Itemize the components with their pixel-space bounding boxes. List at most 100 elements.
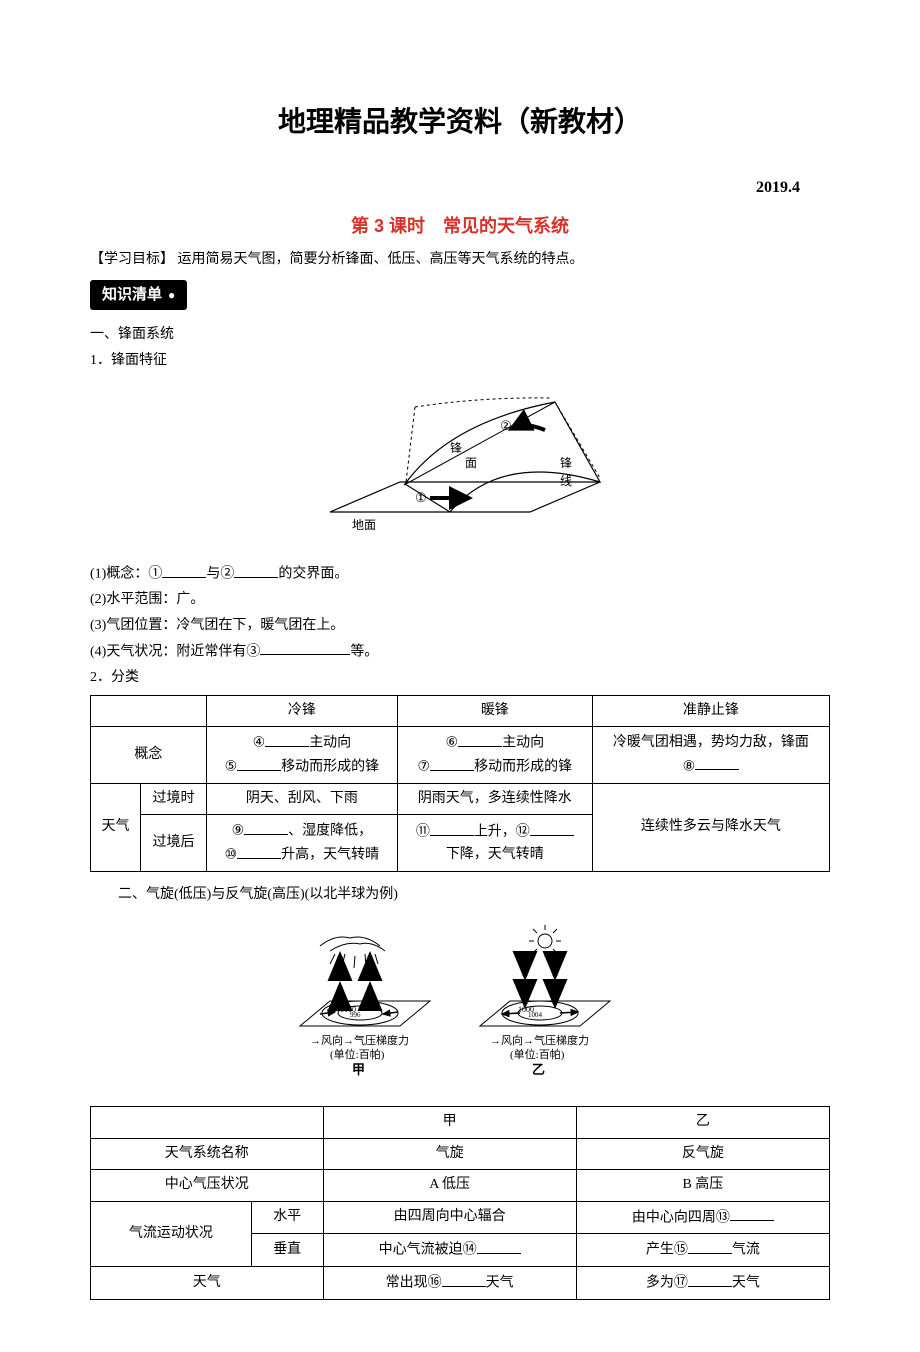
table-row: 冷锋 暖锋 准静止锋 bbox=[91, 696, 830, 727]
table-row: 中心气压状况 A 低压 B 高压 bbox=[91, 1170, 830, 1201]
row-after-label: 过境后 bbox=[141, 815, 207, 872]
row-vert-label: 垂直 bbox=[251, 1234, 323, 1267]
t: 主动向 bbox=[309, 736, 351, 751]
t: 多为⑰ bbox=[646, 1276, 688, 1291]
row-weather-label: 天气 bbox=[91, 1267, 324, 1300]
svg-text:(单位:百帕): (单位:百帕) bbox=[510, 1047, 565, 1061]
col-yi: 乙 bbox=[576, 1107, 829, 1138]
cell-warm-after: ⑪ 上升，⑫ 下降，天气转晴 bbox=[397, 815, 592, 872]
lesson-title: 第 3 课时 常见的天气系统 bbox=[90, 212, 830, 241]
blank bbox=[244, 819, 288, 834]
blank bbox=[265, 731, 309, 746]
cell-cold-after: ⑨、湿度降低， ⑩升高，天气转晴 bbox=[206, 815, 397, 872]
blank-2 bbox=[234, 562, 278, 577]
cell: B 高压 bbox=[576, 1170, 829, 1201]
table-row: 气流运动状况 水平 由四周向中心辐合 由中心向四周⑬ bbox=[91, 1201, 830, 1234]
svg-text:锋: 锋 bbox=[560, 456, 572, 470]
jia-panel: 1000 996 →风向→气压梯度力 (单位:百帕) 甲 bbox=[300, 937, 430, 1077]
objective-line: 【学习目标】 运用简易天气图，简要分析锋面、低压、高压等天气系统的特点。 bbox=[90, 249, 830, 271]
t: 由中心向四周⑬ bbox=[632, 1210, 730, 1225]
cell-warm-pass: 阴雨天气，多连续性降水 bbox=[397, 784, 592, 815]
cell: 由中心向四周⑬ bbox=[576, 1201, 829, 1234]
svg-text:→风向→气压梯度力: →风向→气压梯度力 bbox=[490, 1033, 589, 1047]
t: 主动向 bbox=[502, 736, 544, 751]
t: 移动而形成的锋 bbox=[281, 760, 379, 775]
circ4: ④ bbox=[253, 736, 266, 751]
front-diagram: 地面 锋 面 锋 线 ① ② bbox=[90, 382, 830, 552]
blank-3 bbox=[260, 640, 350, 655]
row-concept-label: 概念 bbox=[91, 727, 207, 784]
blank bbox=[237, 843, 281, 858]
date-line: 2019.4 bbox=[90, 175, 830, 201]
svg-text:①: ① bbox=[415, 490, 427, 505]
front-types-table: 冷锋 暖锋 准静止锋 概念 ④ 主动向 ⑤ 移动而形成的锋 ⑥ 主动向 ⑦ 移动而形成的… bbox=[90, 695, 830, 872]
blank bbox=[477, 1238, 521, 1253]
t: 冷暖气团相遇，势均力敌，锋面 bbox=[613, 735, 809, 750]
table-row: 概念 ④ 主动向 ⑤ 移动而形成的锋 ⑥ 主动向 ⑦ 移动而形成的锋 冷暖气团相遇，势均… bbox=[91, 727, 830, 784]
t: 上升，⑫ bbox=[474, 825, 530, 840]
blank bbox=[458, 731, 502, 746]
t: 常出现⑯ bbox=[386, 1276, 442, 1291]
blank bbox=[688, 1238, 732, 1253]
cell-cold-pass: 阴天、刮风、下雨 bbox=[206, 784, 397, 815]
l4a: (4)天气状况：附近常伴有③ bbox=[90, 644, 260, 659]
circ7: ⑦ bbox=[418, 760, 431, 775]
col-stationary: 准静止锋 bbox=[592, 696, 829, 727]
svg-text:线: 线 bbox=[560, 474, 572, 488]
t: 、湿度降低， bbox=[288, 824, 372, 839]
cell: A 低压 bbox=[323, 1170, 576, 1201]
t: 天气 bbox=[486, 1276, 514, 1291]
svg-text:锋: 锋 bbox=[450, 441, 462, 455]
concept-line-3: (3)气团位置：冷气团在下，暖气团在上。 bbox=[90, 615, 830, 637]
cell: 气旋 bbox=[323, 1138, 576, 1169]
t: 移动而形成的锋 bbox=[474, 760, 572, 775]
l1c: 的交界面。 bbox=[278, 567, 348, 582]
concept-line-4: (4)天气状况：附近常伴有③ 等。 bbox=[90, 640, 830, 664]
circ11: ⑪ bbox=[416, 825, 430, 840]
blank bbox=[695, 755, 739, 770]
circ8: ⑧ bbox=[683, 759, 696, 774]
section2-heading: 二、气旋(低压)与反气旋(高压)(以北半球为例) bbox=[90, 884, 830, 906]
objective-text: 运用简易天气图，简要分析锋面、低压、高压等天气系统的特点。 bbox=[178, 252, 584, 267]
cell: 反气旋 bbox=[576, 1138, 829, 1169]
svg-text:甲: 甲 bbox=[352, 1062, 365, 1077]
l1a: (1)概念：① bbox=[90, 567, 162, 582]
weather-group-label: 天气 bbox=[91, 784, 141, 872]
svg-text:1004: 1004 bbox=[528, 1011, 543, 1019]
circ6: ⑥ bbox=[446, 736, 459, 751]
svg-text:(单位:百帕): (单位:百帕) bbox=[330, 1047, 385, 1061]
blank bbox=[237, 755, 281, 770]
l1b: 与② bbox=[206, 567, 234, 582]
t: 升高，天气转晴 bbox=[281, 848, 379, 863]
cell: 由四周向中心辐合 bbox=[323, 1201, 576, 1234]
objective-label: 【学习目标】 bbox=[90, 252, 174, 267]
circ5: ⑤ bbox=[225, 760, 238, 775]
cell: 中心气流被迫⑭ bbox=[323, 1234, 576, 1267]
cyclone-diagram: 1000 996 →风向→气压梯度力 (单位:百帕) 甲 1000 bbox=[90, 916, 830, 1096]
col-jia: 甲 bbox=[323, 1107, 576, 1138]
svg-text:面: 面 bbox=[465, 456, 477, 470]
cell-warm-concept: ⑥ 主动向 ⑦ 移动而形成的锋 bbox=[397, 727, 592, 784]
section1-sub2: 2．分类 bbox=[90, 667, 830, 689]
blank bbox=[730, 1206, 774, 1221]
airflow-group-label: 气流运动状况 bbox=[91, 1201, 252, 1267]
row-horiz-label: 水平 bbox=[251, 1201, 323, 1234]
blank bbox=[430, 820, 474, 835]
cell-stat-weather: 连续性多云与降水天气 bbox=[592, 784, 829, 872]
cell: 常出现⑯ 天气 bbox=[323, 1267, 576, 1300]
svg-text:996: 996 bbox=[350, 1011, 361, 1019]
cell: 产生⑮ 气流 bbox=[576, 1234, 829, 1267]
svg-text:乙: 乙 bbox=[532, 1062, 545, 1077]
t: 天气 bbox=[732, 1276, 760, 1291]
t: 产生⑮ bbox=[646, 1243, 688, 1258]
t: 下降，天气转晴 bbox=[446, 847, 544, 862]
blank bbox=[442, 1271, 486, 1286]
blank bbox=[430, 755, 474, 770]
table-row: 甲 乙 bbox=[91, 1107, 830, 1138]
table-row: 天气 过境时 阴天、刮风、下雨 阴雨天气，多连续性降水 连续性多云与降水天气 bbox=[91, 784, 830, 815]
table-row: 天气 常出现⑯ 天气 多为⑰ 天气 bbox=[91, 1267, 830, 1300]
section1-sub1: 1．锋面特征 bbox=[90, 350, 830, 372]
t: 气流 bbox=[732, 1243, 760, 1258]
l4b: 等。 bbox=[350, 644, 378, 659]
col-cold: 冷锋 bbox=[206, 696, 397, 727]
